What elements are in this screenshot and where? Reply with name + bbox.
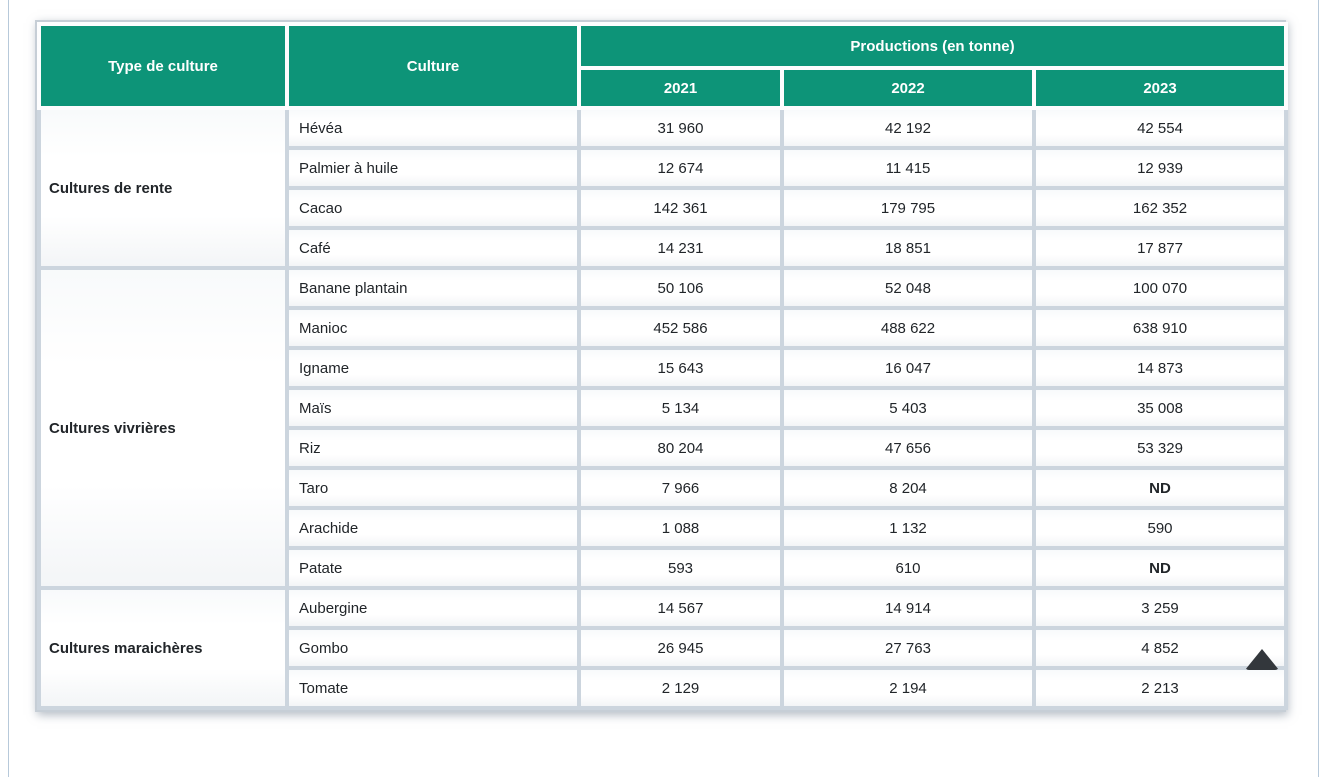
table-header: Type de culture Culture Productions (en … [37, 22, 1289, 110]
table-row: Cultures vivrières Banane plantain 50 106 5… [37, 266, 1289, 590]
table-body: Cultures de rente Hévéa 31 960 42 192 42 554… [37, 106, 1289, 710]
value-cell-2023: 2 213 [1031, 666, 1289, 710]
value-cell-2023: 162 352 [1031, 186, 1289, 230]
table-row: Patate 593 610 ND [39, 546, 1289, 590]
value-cell-2022: 47 656 [780, 426, 1036, 470]
header-productions: Productions (en tonne) [576, 22, 1289, 70]
culture-cell: Hévéa [285, 106, 581, 150]
value-cell-2023: ND [1031, 466, 1289, 510]
value-cell-2021: 452 586 [577, 306, 784, 350]
table-row: Manioc 452 586 488 622 638 910 [39, 306, 1289, 350]
value-cell-2023: 14 873 [1031, 346, 1289, 390]
value-cell-2021: 1 088 [577, 506, 784, 550]
value-cell-2022: 8 204 [780, 466, 1036, 510]
table-row: Igname 15 643 16 047 14 873 [39, 346, 1289, 390]
value-cell-2021: 26 945 [577, 626, 784, 670]
value-cell-2023: 3 259 [1031, 586, 1289, 630]
culture-cell: Manioc [285, 306, 581, 350]
value-cell-2022: 18 851 [780, 226, 1036, 270]
value-cell-2023: ND [1031, 546, 1289, 590]
table-row: Arachide 1 088 1 132 590 [39, 506, 1289, 550]
productions-table: Type de culture Culture Productions (en … [37, 22, 1289, 710]
culture-cell: Tomate [285, 666, 581, 710]
triangle-up-icon [1245, 648, 1279, 670]
table-row: Tomate 2 129 2 194 2 213 [39, 666, 1289, 710]
value-cell-2022: 16 047 [780, 346, 1036, 390]
value-cell-2022: 1 132 [780, 506, 1036, 550]
culture-cell: Palmier à huile [285, 146, 581, 190]
value-cell-2021: 12 674 [577, 146, 784, 190]
table-row: Taro 7 966 8 204 ND [39, 466, 1289, 510]
value-cell-2023: 12 939 [1031, 146, 1289, 190]
culture-cell: Aubergine [285, 586, 581, 630]
header-type-de-culture: Type de culture [37, 22, 289, 110]
header-row-top: Type de culture Culture Productions (en … [37, 22, 1289, 110]
header-row-years: 2021 2022 2023 [39, 66, 1289, 110]
value-cell-2022: 488 622 [780, 306, 1036, 350]
value-cell-2023: 100 070 [1031, 266, 1289, 310]
value-cell-2023: 590 [1031, 506, 1289, 550]
value-cell-2021: 31 960 [577, 106, 784, 150]
value-cell-2023: 53 329 [1031, 426, 1289, 470]
table-row: Riz 80 204 47 656 53 329 [39, 426, 1289, 470]
page-frame-left-border [8, 0, 9, 777]
header-year-2022: 2022 [780, 66, 1036, 110]
group-cell: Cultures maraichères [37, 586, 289, 710]
culture-cell: Taro [285, 466, 581, 510]
back-to-top-button[interactable] [1244, 648, 1280, 670]
productions-table-container: Type de culture Culture Productions (en … [35, 20, 1289, 712]
value-cell-2021: 5 134 [577, 386, 784, 430]
table-row: Cultures de rente Hévéa 31 960 42 192 42 554 [37, 106, 1289, 270]
value-cell-2023: 638 910 [1031, 306, 1289, 350]
culture-cell: Café [285, 226, 581, 270]
value-cell-2023: 35 008 [1031, 386, 1289, 430]
header-year-2021: 2021 [577, 66, 784, 110]
group-cell: Cultures de rente [37, 106, 289, 270]
value-cell-2022: 610 [780, 546, 1036, 590]
header-year-2023: 2023 [1031, 66, 1289, 110]
value-cell-2021: 15 643 [577, 346, 784, 390]
value-cell-2022: 27 763 [780, 626, 1036, 670]
table-row: Cultures maraichères Aubergine 14 567 14 91… [37, 586, 1289, 710]
value-cell-2022: 42 192 [780, 106, 1036, 150]
value-cell-2023: 42 554 [1031, 106, 1289, 150]
group-cell: Cultures vivrières [37, 266, 289, 590]
value-cell-2021: 14 231 [577, 226, 784, 270]
culture-cell: Banane plantain [285, 266, 581, 310]
header-culture: Culture [285, 22, 581, 110]
page-frame-right-border [1318, 0, 1319, 777]
value-cell-2022: 5 403 [780, 386, 1036, 430]
culture-cell: Igname [285, 346, 581, 390]
value-cell-2021: 14 567 [577, 586, 784, 630]
culture-cell: Maïs [285, 386, 581, 430]
value-cell-2022: 179 795 [780, 186, 1036, 230]
table-row: Maïs 5 134 5 403 35 008 [39, 386, 1289, 430]
culture-cell: Gombo [285, 626, 581, 670]
culture-cell: Patate [285, 546, 581, 590]
value-cell-2021: 80 204 [577, 426, 784, 470]
culture-cell: Riz [285, 426, 581, 470]
value-cell-2021: 593 [577, 546, 784, 590]
value-cell-2021: 142 361 [577, 186, 784, 230]
table-row: Palmier à huile 12 674 11 415 12 939 [39, 146, 1289, 190]
culture-cell: Cacao [285, 186, 581, 230]
value-cell-2022: 2 194 [780, 666, 1036, 710]
culture-cell: Arachide [285, 506, 581, 550]
table-row: Café 14 231 18 851 17 877 [39, 226, 1289, 270]
value-cell-2022: 52 048 [780, 266, 1036, 310]
value-cell-2022: 14 914 [780, 586, 1036, 630]
value-cell-2021: 2 129 [577, 666, 784, 710]
value-cell-2022: 11 415 [780, 146, 1036, 190]
table-row: Gombo 26 945 27 763 4 852 [39, 626, 1289, 670]
table-row: Cacao 142 361 179 795 162 352 [39, 186, 1289, 230]
value-cell-2021: 50 106 [577, 266, 784, 310]
value-cell-2021: 7 966 [577, 466, 784, 510]
value-cell-2023: 17 877 [1031, 226, 1289, 270]
